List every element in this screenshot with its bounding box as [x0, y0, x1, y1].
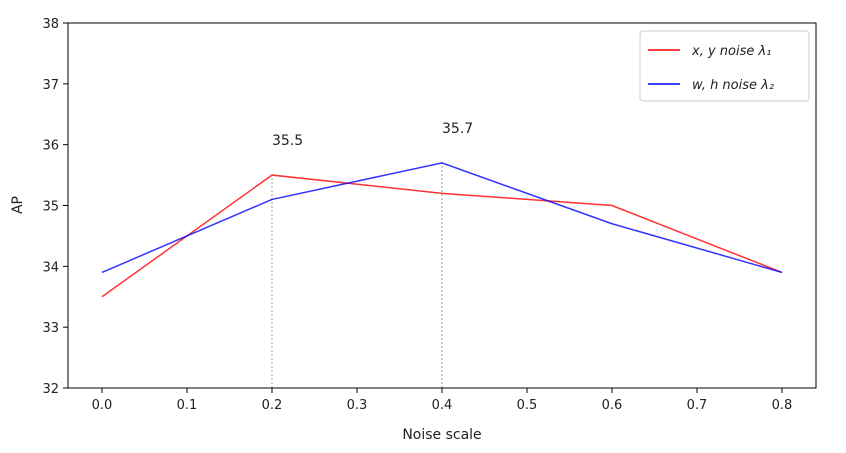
x-tick-label-7: 0.7 — [687, 398, 708, 413]
series-line-1 — [101, 162, 783, 274]
legend-label-wh: w, h noise λ₂ — [692, 78, 774, 93]
x-tick-label-0: 0.0 — [92, 398, 113, 413]
legend-box — [639, 30, 810, 102]
y-tick-label-6: 38 — [42, 17, 59, 32]
axis-layer: 0.0 0.1 0.2 0.3 0.4 0.5 0.6 0.7 0.8 32 33 34 35 36 37 3… — [42, 17, 792, 413]
y-axis-title: AP — [10, 196, 26, 214]
x-tick-label-4: 0.4 — [432, 398, 453, 413]
annotation-1: 35.7 — [442, 121, 473, 137]
y-tick-label-4: 36 — [42, 139, 59, 154]
series-line-0 — [101, 174, 783, 298]
y-tick-label-3: 35 — [42, 200, 59, 215]
x-tick-label-1: 0.1 — [177, 398, 198, 413]
x-axis-title: Noise scale — [402, 427, 481, 443]
y-tick-label-0: 32 — [42, 382, 59, 397]
x-tick-label-5: 0.5 — [517, 398, 538, 413]
x-tick-label-3: 0.3 — [347, 398, 368, 413]
x-tick-label-6: 0.6 — [602, 398, 623, 413]
x-tick-label-8: 0.8 — [772, 398, 793, 413]
annotation-0: 35.5 — [272, 133, 303, 149]
legend-label-xy: x, y noise λ₁ — [691, 44, 771, 59]
plot-layer: 35.5 35.7 — [101, 121, 783, 388]
legend: x, y noise λ₁ w, h noise λ₂ — [639, 30, 810, 102]
y-tick-label-2: 34 — [42, 260, 59, 275]
y-tick-label-1: 33 — [42, 321, 59, 336]
y-tick-label-5: 37 — [42, 78, 59, 93]
x-tick-label-2: 0.2 — [262, 398, 283, 413]
